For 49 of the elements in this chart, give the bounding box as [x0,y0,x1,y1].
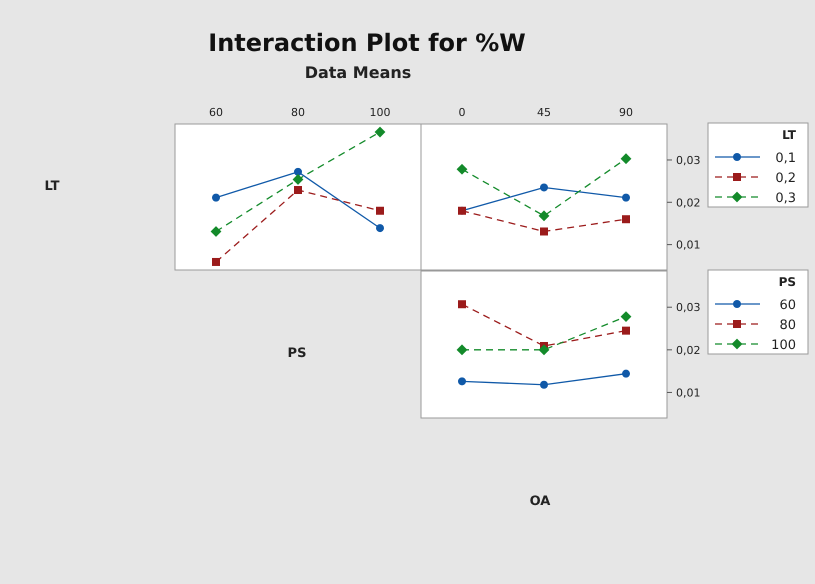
text: LT [44,179,60,194]
y-tick-label: 0,02 [676,196,700,210]
x-tick-label: 80 [291,106,305,119]
point [540,227,548,236]
legend-label: 0,2 [775,171,796,186]
point [212,258,220,266]
legend-label: 0,3 [775,191,796,206]
point [540,183,548,192]
point [210,226,222,237]
point [620,311,632,322]
x-tick-label: 60 [209,106,223,119]
legend-label: 100 [771,338,796,353]
point [294,168,302,176]
point [456,164,468,175]
point [622,370,630,378]
legend-title: LT [782,128,797,142]
point [294,186,302,194]
point [458,300,466,308]
text: Interaction Plot for %W [208,29,526,57]
y-tick-label: 0,01 [676,238,700,252]
point [540,380,548,389]
point [620,153,632,164]
legend-title: PS [778,275,796,289]
point [456,344,468,356]
point [538,344,550,356]
y-tick-label: 0,02 [676,344,700,357]
x-tick-label: 0 [458,106,466,119]
point [376,224,384,232]
y-tick-label: 0,01 [676,386,700,400]
x-tick-label: 45 [537,106,551,119]
x-tick-label: 90 [619,106,633,119]
legend-label: 0,1 [775,151,796,166]
point [376,206,384,215]
y-tick-label: 0,03 [676,301,700,314]
text: Data Means [304,63,412,82]
point [212,194,220,202]
point [538,210,550,222]
point [622,194,630,202]
point [622,326,630,335]
legend-label: 60 [779,298,796,313]
text: PS [288,346,306,361]
x-tick-label: 100 [370,106,390,119]
point [374,126,386,138]
y-tick-label: 0,03 [676,154,700,167]
point [292,174,304,185]
point [458,377,466,386]
legend-label: 80 [779,318,796,333]
text: OA [530,494,550,509]
point [622,215,630,224]
